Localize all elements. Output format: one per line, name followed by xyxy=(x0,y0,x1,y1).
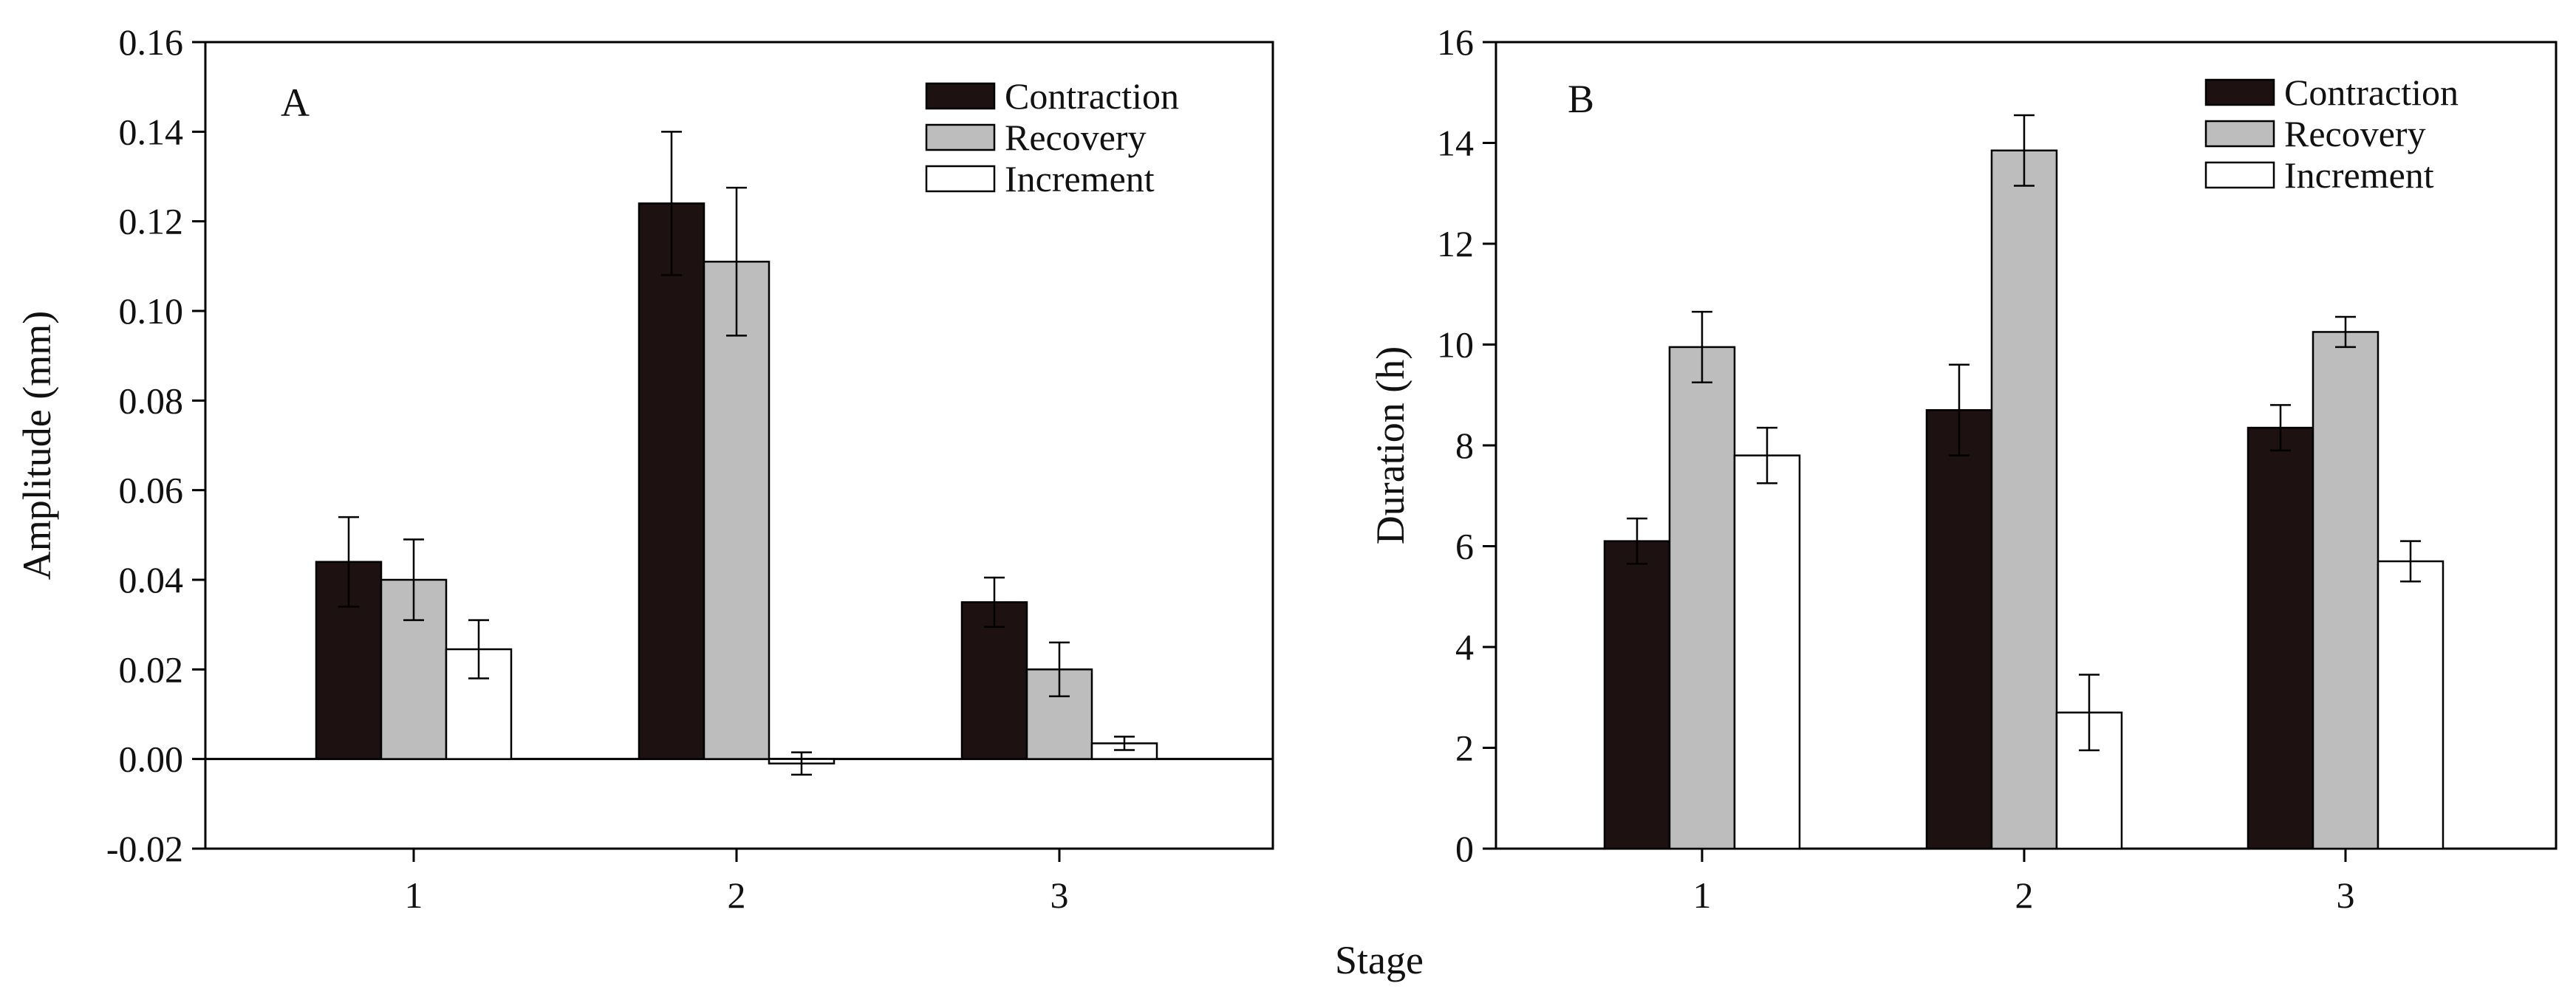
legend-label-increment: Increment xyxy=(2284,154,2434,196)
bar-contraction-stage-3 xyxy=(2247,426,2314,850)
error-bar-contraction-stage-3 xyxy=(2270,404,2291,452)
y-tick-label: 4 xyxy=(1455,626,1474,668)
error-bar-contraction-stage-3 xyxy=(984,576,1005,628)
y-tick-label: 0.12 xyxy=(119,201,184,242)
error-bar-recovery-stage-1 xyxy=(403,538,424,621)
legend-label-recovery: Recovery xyxy=(1005,117,1147,158)
y-tick-label: 0.06 xyxy=(119,470,184,511)
y-tick-label: -0.02 xyxy=(106,828,183,869)
legend-label-increment: Increment xyxy=(1005,158,1155,199)
error-bar-contraction-stage-2 xyxy=(661,131,682,276)
x-axis-title: Stage xyxy=(1335,938,1424,982)
error-bar-recovery-stage-3 xyxy=(2335,315,2356,349)
legend-swatch-increment xyxy=(925,165,996,193)
y-tick-label: 2 xyxy=(1455,728,1474,769)
error-bar-recovery-stage-2 xyxy=(2014,114,2035,187)
y-tick-label: 12 xyxy=(1437,223,1474,264)
x-tick-label: 1 xyxy=(1693,874,1712,916)
y-tick-label: 6 xyxy=(1455,526,1474,567)
bar-recovery-stage-2 xyxy=(703,261,771,760)
bar-recovery-stage-1 xyxy=(1668,346,1736,850)
plot-frame xyxy=(204,41,1274,850)
bar-recovery-stage-2 xyxy=(1990,149,2058,850)
y-tick-label: 14 xyxy=(1437,123,1474,164)
panel-a: -0.02 0.00 0.02 0.04 0.06 0.08 0.10 0.12 0.14 0.1… xyxy=(15,21,1274,916)
y-tick-label: 0.16 xyxy=(119,21,184,63)
error-bar-contraction-stage-2 xyxy=(1949,363,1969,456)
y-tick-label: 0.02 xyxy=(119,648,184,690)
y-axis-title: Amplitude (mm) xyxy=(15,311,59,580)
x-tick-label: 2 xyxy=(728,874,746,916)
legend-label-contraction: Contraction xyxy=(2284,72,2459,113)
x-tick-label: 3 xyxy=(2337,874,2355,916)
error-bar-increment-stage-3 xyxy=(1114,736,1135,751)
x-tick-label: 3 xyxy=(1050,874,1069,916)
legend-swatch-contraction xyxy=(2204,78,2275,106)
bar-contraction-stage-2 xyxy=(1925,408,1993,850)
bar-increment-stage-3 xyxy=(2377,560,2445,850)
x-tick-label: 2 xyxy=(2015,874,2034,916)
error-bar-contraction-stage-1 xyxy=(1627,517,1647,565)
bar-contraction-stage-1 xyxy=(1603,540,1671,850)
y-tick-label: 0 xyxy=(1455,828,1474,869)
error-bar-recovery-stage-3 xyxy=(1049,641,1070,697)
error-bar-increment-stage-2 xyxy=(791,751,812,776)
legend-swatch-increment xyxy=(2204,161,2275,189)
panel-letter: A xyxy=(281,81,310,125)
legend-label-contraction: Contraction xyxy=(1005,75,1179,117)
y-tick-label: 0.00 xyxy=(119,739,184,780)
legend-swatch-contraction xyxy=(925,82,996,110)
error-bar-recovery-stage-1 xyxy=(1692,310,1712,383)
bar-contraction-stage-2 xyxy=(638,202,706,760)
error-bar-increment-stage-1 xyxy=(1757,426,1777,485)
error-bar-increment-stage-2 xyxy=(2079,674,2100,752)
error-bar-contraction-stage-1 xyxy=(338,516,359,608)
y-tick-label: 0.08 xyxy=(119,380,184,421)
y-tick-label: 10 xyxy=(1437,324,1474,366)
error-bar-increment-stage-3 xyxy=(2400,540,2421,583)
panel-letter: B xyxy=(1568,77,1594,121)
legend-label-recovery: Recovery xyxy=(2284,113,2426,154)
bar-increment-stage-1 xyxy=(1733,454,1801,850)
y-tick-label: 0.04 xyxy=(119,559,184,600)
y-tick-label: 0.14 xyxy=(119,111,184,152)
error-bar-increment-stage-1 xyxy=(468,619,489,679)
bar-contraction-stage-3 xyxy=(960,601,1028,760)
y-tick-label: 0.10 xyxy=(119,290,184,332)
y-axis-title: Duration (h) xyxy=(1368,346,1412,544)
x-tick-label: 1 xyxy=(405,874,423,916)
legend-swatch-recovery xyxy=(2204,120,2275,148)
y-tick-label: 16 xyxy=(1437,21,1474,63)
bar-recovery-stage-3 xyxy=(2312,331,2379,850)
error-bar-recovery-stage-2 xyxy=(726,186,747,337)
y-tick-label: 8 xyxy=(1455,425,1474,466)
legend-swatch-recovery xyxy=(925,123,996,151)
